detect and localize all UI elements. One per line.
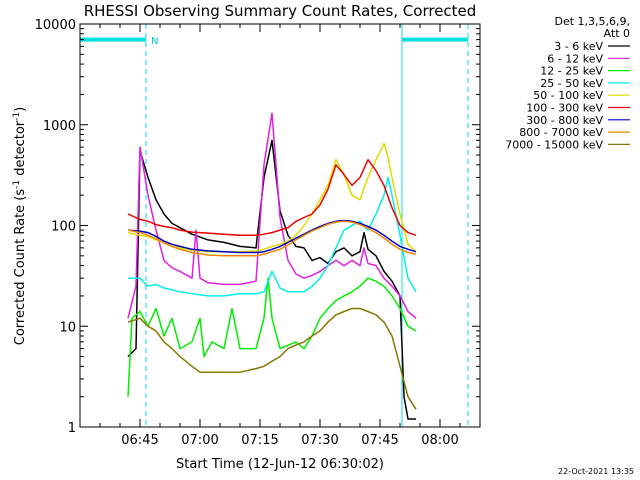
series-line-8 — [127, 307, 417, 410]
series-line-0 — [127, 139, 416, 420]
series-line-4 — [127, 142, 417, 253]
legend-label: 100 - 300 keV — [526, 102, 603, 115]
series-line-3 — [128, 176, 417, 297]
timestamp: 22-Oct-2021 13:35 — [558, 467, 634, 476]
legend-label: 25 - 50 keV — [540, 77, 603, 90]
plot-frame — [79, 23, 481, 428]
x-tick-label: 08:00 — [421, 433, 458, 448]
legend-label: 6 - 12 keV — [547, 52, 603, 65]
legend-label: 12 - 25 keV — [540, 65, 603, 78]
data-series — [127, 112, 417, 420]
x-tick-label: 07:30 — [301, 433, 338, 448]
x-tick-label: 06:45 — [121, 433, 158, 448]
y-tick-label: 10 — [59, 320, 76, 335]
series-line-6 — [127, 219, 417, 254]
y-axis-label: Corrected Count Rate (s-1 detector-1) — [12, 107, 28, 345]
series-line-1 — [127, 112, 417, 319]
y-tick-label: 100 — [51, 220, 76, 235]
night-marker-label: N — [151, 36, 158, 47]
legend-header-line1: Det 1,3,5,6,9, — [554, 15, 630, 28]
series-line-2 — [127, 277, 417, 397]
legend-label: 3 - 6 keV — [554, 40, 603, 53]
legend-label: 7000 - 15000 keV — [505, 138, 603, 151]
chart-title: RHESSI Observing Summary Count Rates, Co… — [84, 2, 477, 20]
x-tick-label: 07:00 — [181, 433, 218, 448]
series-line-5 — [127, 158, 417, 237]
legend-label: 800 - 7000 keV — [519, 126, 603, 139]
x-axis-label: Start Time (12-Jun-12 06:30:02) — [176, 457, 384, 472]
x-axis: 06:45 07:00 07:15 07:30 07:45 08:00 — [99, 24, 461, 448]
y-axis: 1 10 100 1000 10000 — [35, 18, 480, 436]
y-tick-label: 10000 — [35, 18, 76, 33]
series-line-7 — [127, 220, 417, 257]
y-tick-label: 1000 — [43, 119, 76, 134]
x-tick-label: 07:15 — [241, 433, 278, 448]
x-tick-label: 07:45 — [361, 433, 398, 448]
legend-header-line2: Att 0 — [604, 27, 630, 40]
y-tick-label: 1 — [68, 421, 76, 436]
legend-label: 300 - 800 keV — [526, 114, 603, 127]
legend-label: 50 - 100 keV — [533, 89, 603, 102]
